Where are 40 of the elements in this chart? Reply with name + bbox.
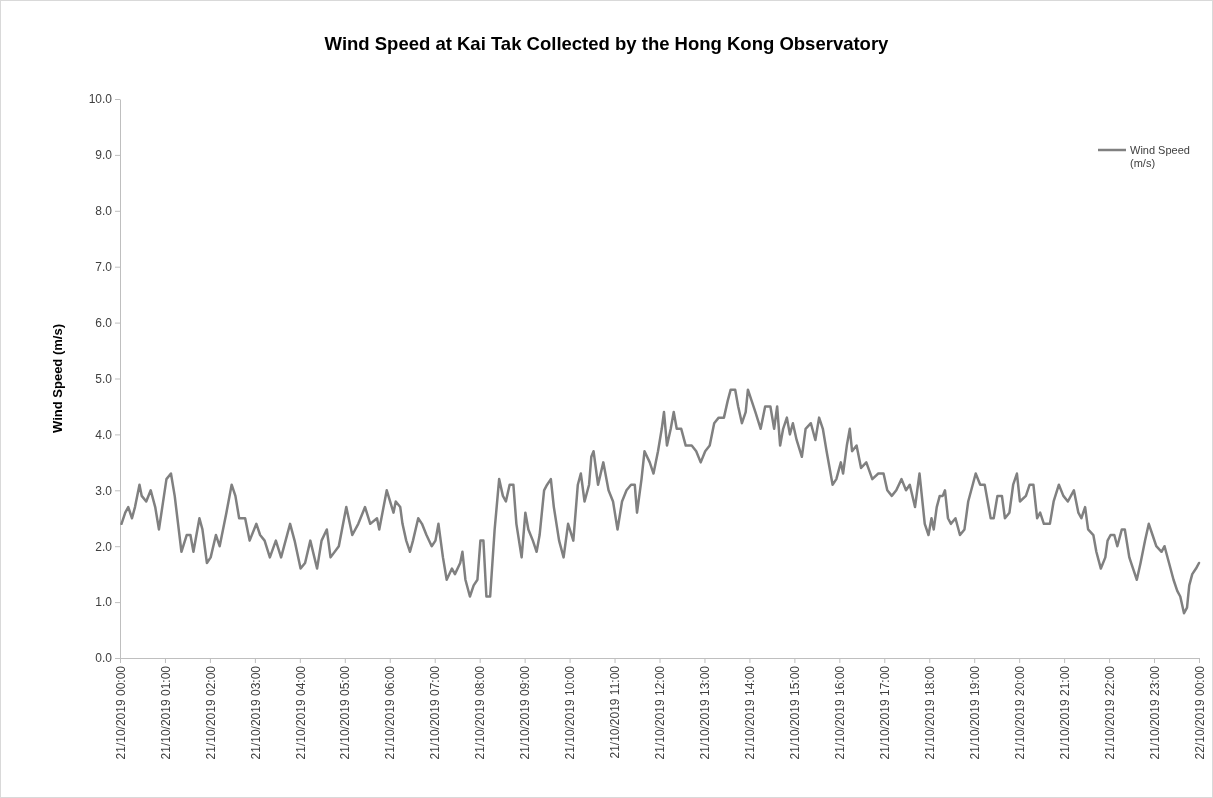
line-series — [120, 388, 1201, 615]
x-tick-label: 21/10/2019 13:00 — [698, 665, 713, 760]
x-tick-label: 21/10/2019 21:00 — [1057, 665, 1072, 760]
x-tick-label: 21/10/2019 18:00 — [922, 665, 937, 760]
y-tick-label: 8.0 — [95, 204, 113, 219]
x-tick-label: 21/10/2019 04:00 — [293, 665, 308, 760]
x-tick-label: 21/10/2019 01:00 — [158, 665, 173, 760]
y-axis-title: Wind Speed (m/s) — [50, 324, 65, 433]
chart-title: Wind Speed at Kai Tak Collected by the Hong Kong Observatory — [324, 33, 890, 54]
x-tick-label: 22/10/2019 00:00 — [1192, 665, 1207, 760]
x-tick-label: 21/10/2019 23:00 — [1147, 665, 1162, 760]
legend-label: Wind Speed (m/s) — [1130, 144, 1190, 170]
y-tick-label: 1.0 — [95, 595, 113, 610]
x-tick-label: 21/10/2019 15:00 — [788, 665, 803, 760]
y-tick-label: 3.0 — [95, 483, 113, 498]
x-tick-label: 21/10/2019 22:00 — [1102, 665, 1117, 760]
x-tick-label: 21/10/2019 12:00 — [653, 665, 668, 760]
x-tick-label: 21/10/2019 05:00 — [338, 665, 353, 760]
y-tick-label: 9.0 — [95, 148, 113, 163]
x-tick-label: 21/10/2019 20:00 — [1012, 665, 1027, 760]
x-tick-label: 21/10/2019 16:00 — [833, 665, 848, 760]
x-tick-label: 21/10/2019 11:00 — [608, 665, 623, 759]
x-tick-label: 21/10/2019 14:00 — [743, 665, 758, 760]
x-tick-label: 21/10/2019 10:00 — [563, 665, 578, 760]
x-tick-label: 21/10/2019 08:00 — [473, 665, 488, 760]
y-tick-label: 2.0 — [95, 539, 113, 554]
x-tick-label: 21/10/2019 06:00 — [383, 665, 398, 760]
x-tick-label: 21/10/2019 19:00 — [967, 665, 982, 760]
x-tick-label: 21/10/2019 02:00 — [203, 665, 218, 760]
x-tick-label: 21/10/2019 09:00 — [518, 665, 533, 760]
x-tick-label: 21/10/2019 17:00 — [877, 665, 892, 760]
y-tick-label: 10.0 — [88, 92, 113, 107]
y-tick-label: 6.0 — [95, 315, 113, 330]
y-tick-label: 7.0 — [95, 260, 113, 275]
y-tick-label: 5.0 — [95, 371, 113, 386]
x-tick-label: 21/10/2019 00:00 — [113, 665, 128, 760]
y-tick-label: 4.0 — [95, 427, 113, 442]
y-tick-label: 0.0 — [95, 651, 113, 666]
x-tick-label: 21/10/2019 03:00 — [248, 665, 263, 760]
x-tick-label: 21/10/2019 07:00 — [428, 665, 443, 760]
